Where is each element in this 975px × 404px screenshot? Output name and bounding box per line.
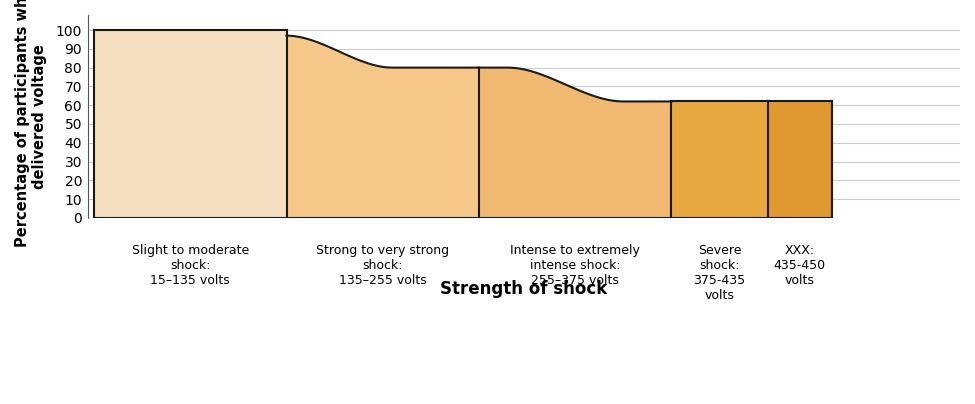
Polygon shape (287, 36, 479, 218)
Polygon shape (94, 30, 287, 218)
Text: XXX:
435-450
volts: XXX: 435-450 volts (773, 244, 826, 287)
X-axis label: Strength of shock: Strength of shock (440, 280, 607, 299)
Text: Intense to extremely
intense shock:
255–375 volts: Intense to extremely intense shock: 255–… (510, 244, 640, 287)
Polygon shape (672, 101, 767, 218)
Text: Severe
shock:
375-435
volts: Severe shock: 375-435 volts (693, 244, 746, 302)
Polygon shape (479, 67, 672, 218)
Polygon shape (767, 101, 832, 218)
Text: Strong to very strong
shock:
135–255 volts: Strong to very strong shock: 135–255 vol… (316, 244, 449, 287)
Y-axis label: Percentage of participants who
delivered voltage: Percentage of participants who delivered… (15, 0, 48, 247)
Text: Slight to moderate
shock:
15–135 volts: Slight to moderate shock: 15–135 volts (132, 244, 249, 287)
